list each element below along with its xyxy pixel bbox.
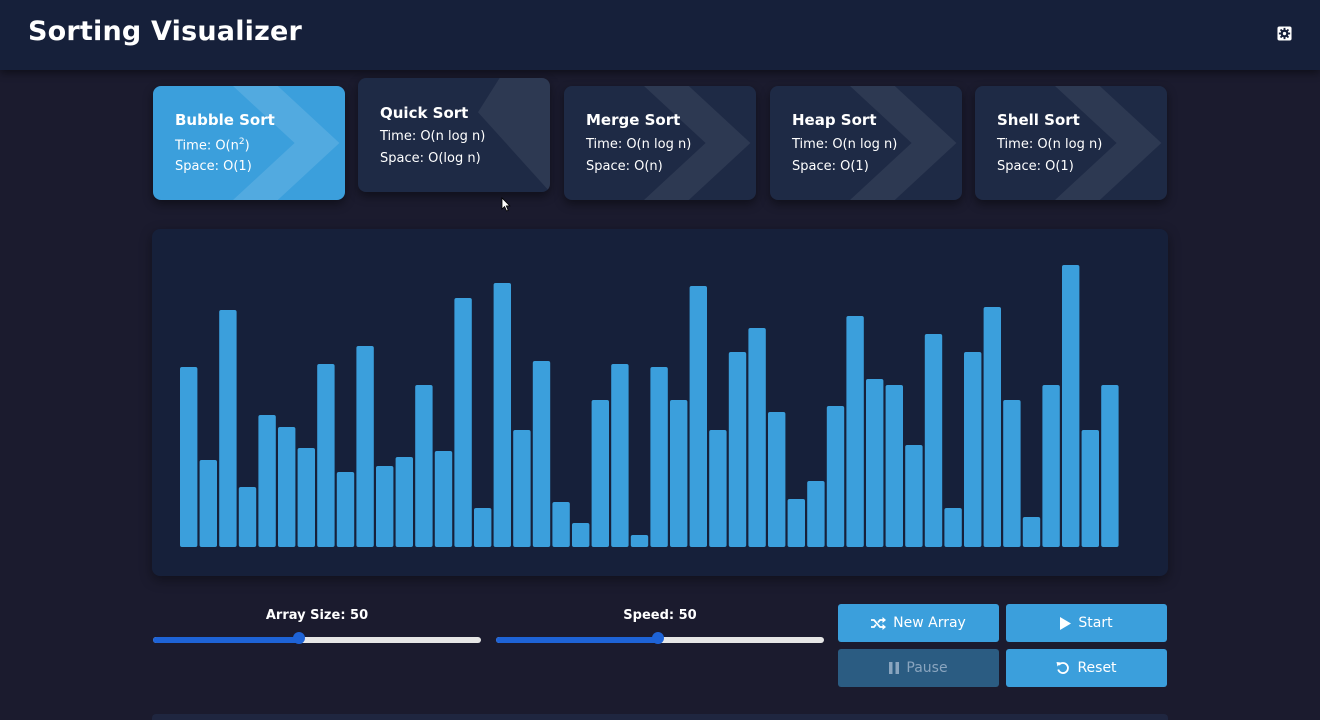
start-label: Start [1078,615,1113,631]
algorithm-time-complexity: Time: O(n log n) [997,137,1103,152]
array-bar [336,472,355,547]
array-bar [258,415,276,547]
array-bar [650,367,668,547]
array-bar [317,364,335,547]
array-size-label: Array Size: 50 [265,608,369,623]
array-bar [807,481,825,547]
algorithm-time-complexity: Time: O(n2) [175,137,250,154]
pause-icon [889,662,900,674]
algorithm-card-merge-sort[interactable]: Merge Sort Time: O(n log n) Space: O(n) [564,86,756,200]
array-size-slider-thumb[interactable] [292,632,305,644]
array-bar [1003,400,1021,547]
array-bar [728,352,747,547]
reset-button[interactable]: Reset [1006,649,1167,687]
pause-label: Pause [906,660,948,676]
algorithm-space-complexity: Space: O(1) [175,159,252,174]
array-bar [356,346,374,547]
array-visualization-panel [152,229,1168,576]
algorithm-space-complexity: Space: O(1) [792,159,869,174]
algorithm-space-complexity: Space: O(log n) [380,151,481,166]
array-bar [376,466,394,547]
array-bar [278,427,296,547]
array-bar [611,364,629,547]
card-chevron-decoration [478,78,550,192]
start-button[interactable]: Start [1006,604,1167,642]
algorithm-space-complexity: Space: O(1) [997,159,1074,174]
shuffle-icon [871,616,887,630]
array-bar [826,406,845,547]
array-bar [1101,385,1119,547]
array-bar [689,286,707,547]
array-bar [885,385,903,547]
array-bar [434,451,453,547]
card-chevron-decoration [233,86,340,200]
array-bar [493,283,511,547]
array-bar [238,487,257,547]
array-bar [905,445,923,547]
array-bar [768,412,786,547]
algorithm-space-complexity: Space: O(n) [586,159,663,174]
array-bar [395,457,413,547]
speed-slider[interactable] [496,632,824,644]
array-bar [846,316,864,547]
array-bar [552,502,570,547]
new-array-button[interactable]: New Array [838,604,999,642]
app-title: Sorting Visualizer [28,16,303,47]
algorithm-name: Merge Sort [586,111,681,129]
array-bar [474,508,492,547]
reset-label: Reset [1077,660,1117,676]
algorithm-name: Bubble Sort [175,111,275,129]
speed-label: Speed: 50 [623,608,697,623]
array-bar [983,307,1001,547]
algorithm-name: Shell Sort [997,111,1080,129]
array-size-slider[interactable] [153,632,481,644]
reset-icon [1056,662,1070,674]
array-bar [297,448,315,547]
array-bar [513,430,531,547]
algorithm-card-bubble-sort[interactable]: Bubble Sort Time: O(n2) Space: O(1) [153,86,345,200]
array-bar [591,400,609,547]
array-bar [866,379,884,547]
bottom-panel-edge [152,714,1168,720]
algorithm-name: Heap Sort [792,111,877,129]
algorithm-card-shell-sort[interactable]: Shell Sort Time: O(n log n) Space: O(1) [975,86,1167,200]
gear-icon[interactable] [1277,26,1292,41]
speed-slider-fill [496,637,659,643]
array-bar [454,298,472,547]
array-bar [630,535,649,547]
array-bar [748,328,766,547]
speed-slider-thumb[interactable] [652,632,665,644]
algorithm-time-complexity: Time: O(n log n) [586,137,692,152]
array-bar [944,508,962,547]
array-bar [787,499,805,547]
array-bar [1062,265,1080,547]
mouse-cursor-icon [501,197,511,212]
array-bar [964,352,982,547]
pause-button[interactable]: Pause [838,649,999,687]
array-bar [1081,430,1099,547]
array-bar [415,385,433,547]
array-bar [1042,385,1060,547]
algorithm-card-heap-sort[interactable]: Heap Sort Time: O(n log n) Space: O(1) [770,86,962,200]
array-bar [532,361,551,547]
algorithm-time-complexity: Time: O(n log n) [380,129,486,144]
array-bar [180,367,198,547]
play-icon [1060,616,1072,630]
algorithm-card-quick-sort[interactable]: Quick Sort Time: O(n log n) Space: O(log… [358,78,550,192]
array-bar [572,523,590,547]
array-bar [219,310,237,547]
array-bar [924,334,943,547]
array-bar [670,400,688,547]
app-header: Sorting Visualizer [0,0,1320,70]
array-bar [199,460,217,547]
array-bar [709,430,727,547]
new-array-label: New Array [893,615,966,631]
algorithm-name: Quick Sort [380,104,469,122]
array-bars-chart [180,265,1119,547]
algorithm-time-complexity: Time: O(n log n) [792,137,898,152]
array-size-slider-fill [153,637,299,643]
array-bar [1022,517,1041,547]
